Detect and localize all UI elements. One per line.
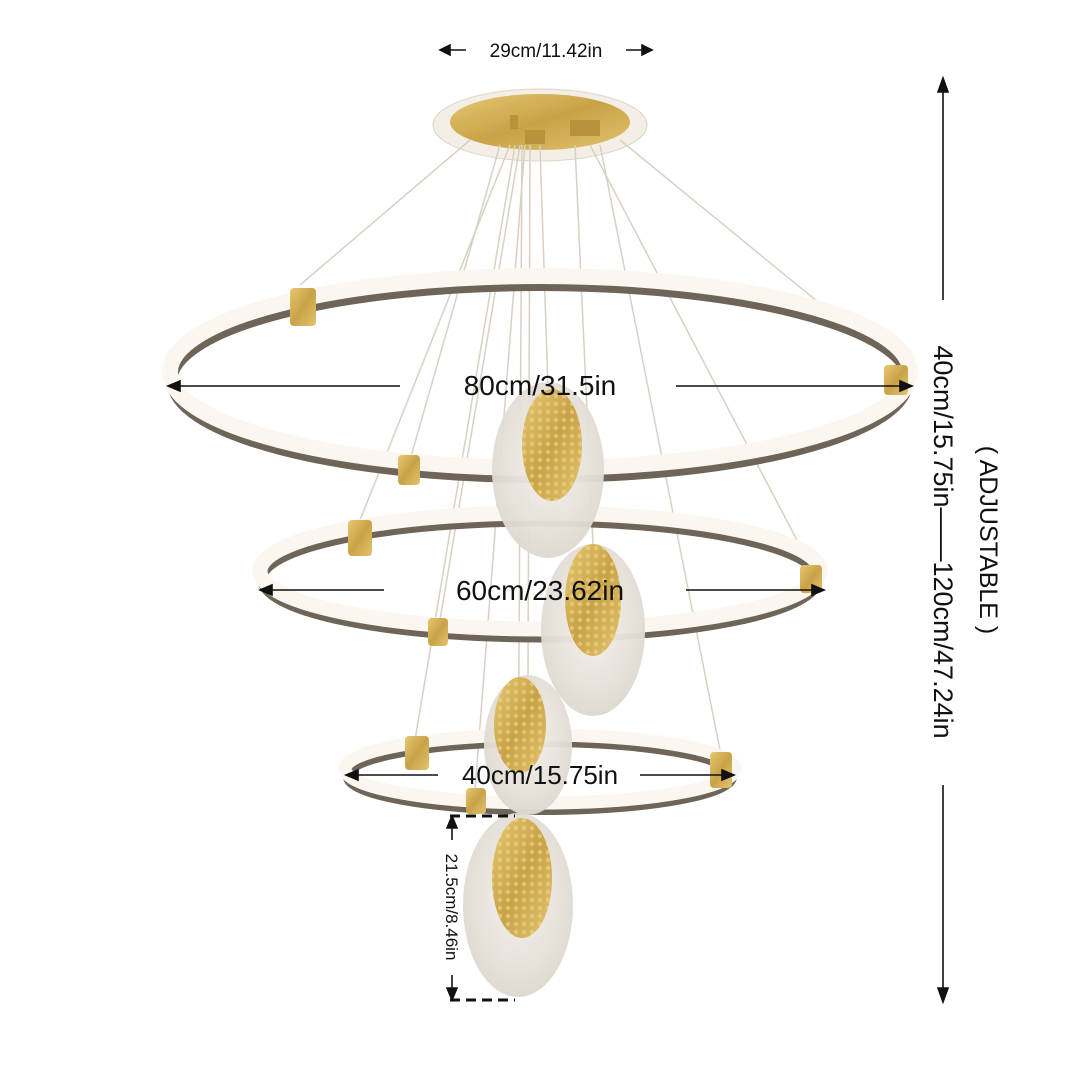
suspension-wires xyxy=(299,139,841,821)
pendant-3 xyxy=(484,675,572,815)
ceiling-canopy xyxy=(432,88,648,162)
adjustable-label: ( ADJUSTABLE ) xyxy=(974,446,1002,634)
pendant-1 xyxy=(492,382,604,558)
ring-large-label: 80cm/31.5in xyxy=(464,370,617,401)
pendant-2 xyxy=(541,544,645,716)
pendant-4 xyxy=(463,813,573,997)
dimension-lines xyxy=(165,43,950,1005)
height-range-label: 40cm/15.75in——120cm/47.24in xyxy=(928,345,958,738)
ring-medium-label: 60cm/23.62in xyxy=(456,575,624,606)
pendant-height-label: 21.5cm/8.46in xyxy=(442,854,461,961)
canopy-width-label: 29cm/11.42in xyxy=(490,41,603,62)
ring-small-label: 40cm/15.75in xyxy=(462,760,618,790)
